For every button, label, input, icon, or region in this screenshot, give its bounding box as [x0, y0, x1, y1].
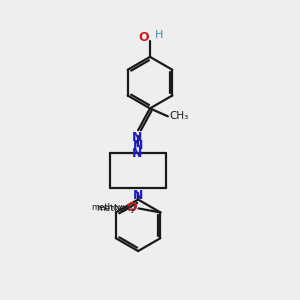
- Text: O: O: [126, 201, 136, 214]
- Text: N: N: [132, 147, 142, 160]
- Text: N: N: [132, 131, 142, 144]
- Text: methoxy: methoxy: [91, 203, 128, 212]
- Text: O: O: [138, 31, 149, 44]
- Text: N: N: [133, 189, 143, 202]
- Text: methoxy: methoxy: [96, 204, 136, 213]
- Text: CH₃: CH₃: [170, 111, 189, 121]
- Text: H: H: [155, 30, 163, 40]
- Text: N: N: [133, 139, 143, 152]
